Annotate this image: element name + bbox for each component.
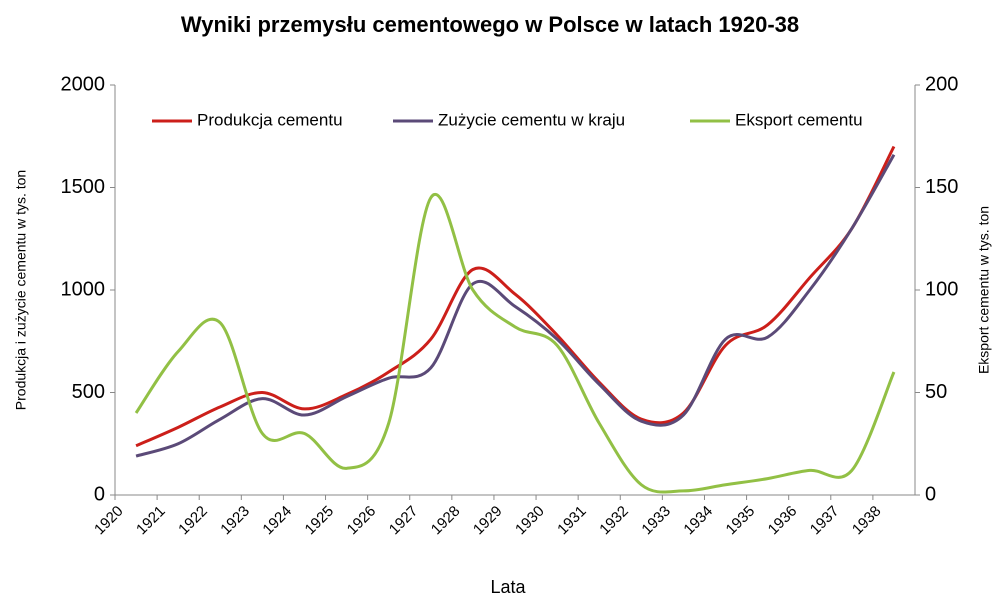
x-tick-label: 1925 <box>302 503 338 539</box>
x-tick-label: 1932 <box>596 503 632 539</box>
y2-axis-title: Eksport cementu w tys. ton <box>976 206 992 374</box>
legend-label: Zużycie cementu w kraju <box>438 110 625 129</box>
chart-title: Wyniki przemysłu cementowego w Polsce w … <box>181 12 799 37</box>
x-tick-label: 1934 <box>680 503 716 539</box>
y-tick-label: 1000 <box>61 278 106 300</box>
x-tick-label: 1923 <box>217 503 253 539</box>
x-tick-label: 1928 <box>428 503 464 539</box>
y2-tick-label: 50 <box>925 381 947 403</box>
x-tick-label: 1931 <box>554 503 590 539</box>
x-tick-label: 1930 <box>512 503 548 539</box>
y2-tick-label: 150 <box>925 176 958 198</box>
y-tick-label: 500 <box>72 381 105 403</box>
x-axis-title: Lata <box>490 577 526 597</box>
series-line <box>135 145 896 448</box>
y-tick-label: 2000 <box>61 73 106 95</box>
y-tick-label: 0 <box>94 483 105 505</box>
x-tick-label: 1927 <box>386 503 422 539</box>
x-tick-label: 1921 <box>133 503 169 539</box>
y2-tick-label: 100 <box>925 278 958 300</box>
x-tick-label: 1938 <box>849 503 885 539</box>
x-tick-label: 1926 <box>344 503 380 539</box>
y-axis-title: Produkcja i zużycie cementu w tys. ton <box>13 170 29 410</box>
x-tick-label: 1937 <box>807 503 843 539</box>
x-tick-label: 1936 <box>765 503 801 539</box>
series-line <box>134 193 896 494</box>
x-tick-label: 1920 <box>91 503 127 539</box>
legend-label: Eksport cementu <box>735 110 863 129</box>
y-tick-label: 1500 <box>61 176 106 198</box>
series-line <box>135 153 896 458</box>
legend-label: Produkcja cementu <box>197 110 343 129</box>
x-tick-label: 1924 <box>259 503 295 539</box>
x-tick-label: 1935 <box>723 503 759 539</box>
x-tick-label: 1933 <box>638 503 674 539</box>
x-tick-label: 1929 <box>470 503 506 539</box>
y2-tick-label: 200 <box>925 73 958 95</box>
y2-tick-label: 0 <box>925 483 936 505</box>
x-tick-label: 1922 <box>175 503 211 539</box>
